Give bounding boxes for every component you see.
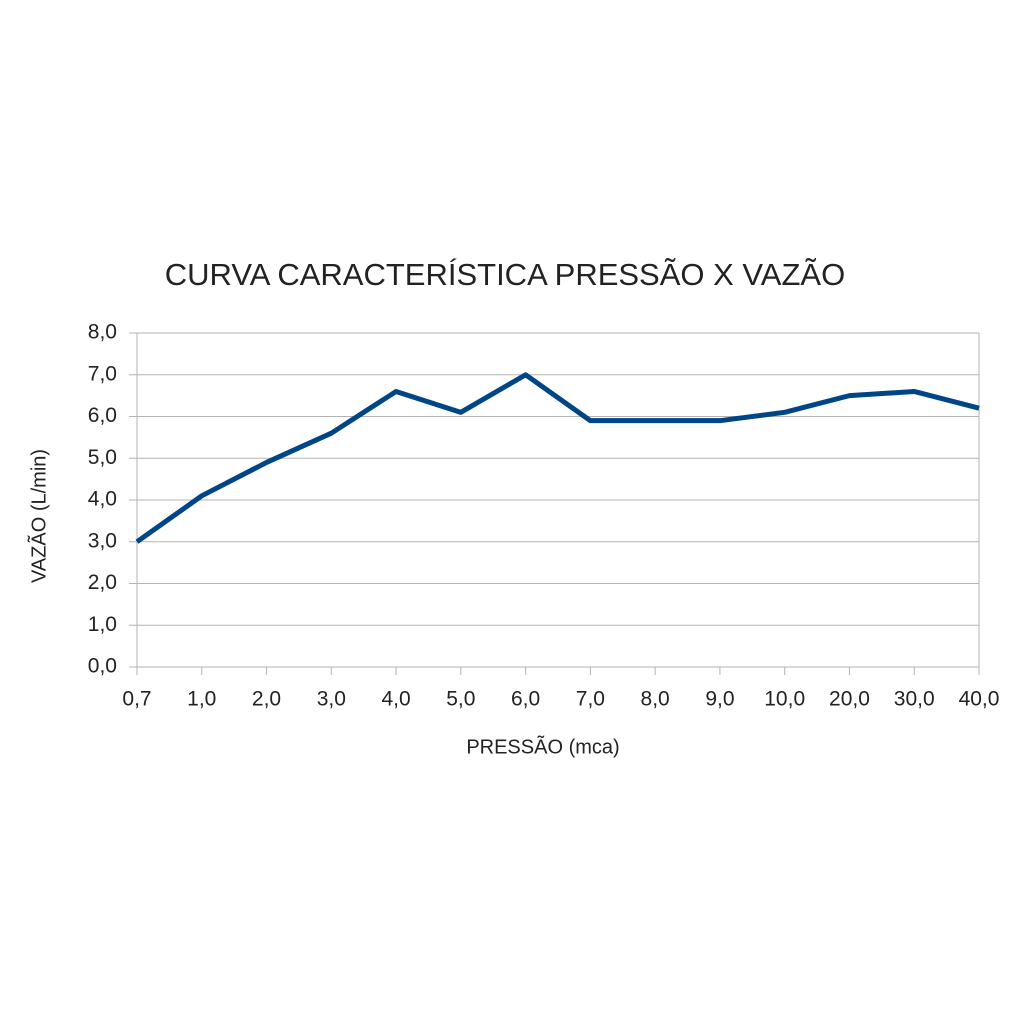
data-line (135, 372, 980, 544)
y-tick-label: 6,0 (88, 404, 117, 427)
x-tick-label: 30,0 (894, 688, 935, 711)
y-tick-label: 3,0 (88, 529, 117, 552)
y-tick-label: 1,0 (88, 613, 117, 636)
x-tick-label: 8,0 (641, 688, 670, 711)
chart-title: CURVA CARACTERÍSTICA PRESSÃO X VAZÃO (165, 257, 845, 292)
x-tick-label: 9,0 (705, 688, 734, 711)
x-tick-label: 6,0 (511, 688, 540, 711)
x-axis-label: PRESSÃO (mca) (466, 734, 619, 758)
x-tick-label: 10,0 (764, 688, 805, 711)
y-tick-label: 5,0 (88, 446, 117, 469)
y-axis-label: VAZÃO (L/min) (26, 449, 50, 583)
x-tick-label: 7,0 (576, 688, 605, 711)
x-tick-label: 3,0 (317, 688, 346, 711)
x-tick-label: 5,0 (446, 688, 475, 711)
x-tick-label: 40,0 (959, 688, 1000, 711)
y-tick-label: 4,0 (88, 488, 117, 511)
x-tick-label: 2,0 (252, 688, 281, 711)
x-tick-label: 20,0 (829, 688, 870, 711)
y-tick-label: 7,0 (88, 362, 117, 385)
y-tick-label: 0,0 (88, 655, 117, 678)
x-tick-label: 4,0 (381, 688, 410, 711)
x-tick-label: 1,0 (187, 688, 216, 711)
x-tick-label: 0,7 (122, 688, 151, 711)
y-tick-label: 2,0 (88, 571, 117, 594)
y-tick-label: 8,0 (88, 321, 117, 344)
